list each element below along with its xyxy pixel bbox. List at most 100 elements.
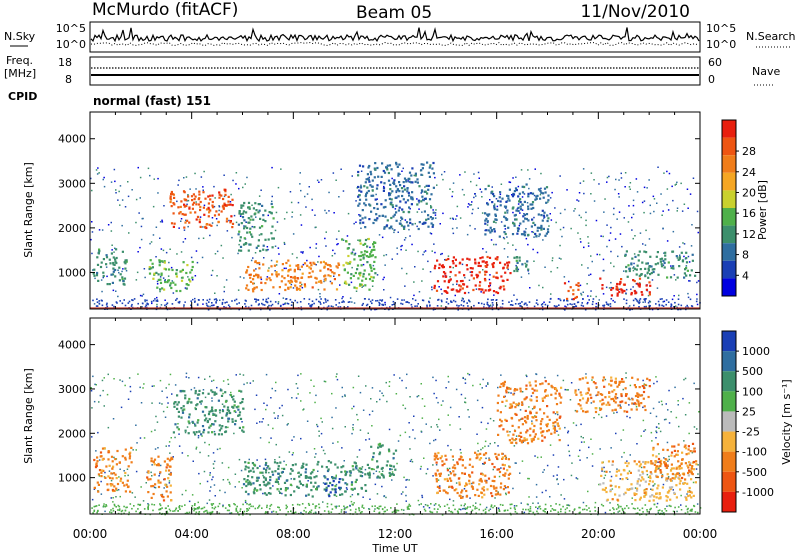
scatter-speck xyxy=(433,439,435,442)
scatter-speck xyxy=(459,428,462,430)
scatter-speck xyxy=(469,224,471,227)
scatter-speck xyxy=(315,394,317,397)
scatter-speck xyxy=(493,294,495,296)
scatter-speck xyxy=(426,468,429,470)
scatter-speck xyxy=(613,412,615,414)
scatter-speck xyxy=(300,373,302,375)
scatter-speck xyxy=(550,270,552,273)
scatter-speck xyxy=(627,221,630,223)
ground-speck xyxy=(501,299,504,302)
scatter-speck xyxy=(608,287,611,289)
x-tick-label: 00:00 xyxy=(683,527,718,541)
scatter-speck xyxy=(244,499,247,502)
ground-speck xyxy=(102,505,105,507)
echo-patch xyxy=(245,259,341,293)
scatter-speck xyxy=(114,180,116,183)
scatter-speck xyxy=(242,374,245,376)
ground-speck xyxy=(501,303,504,305)
scatter-speck xyxy=(561,235,563,238)
scatter-speck xyxy=(285,464,287,466)
ground-speck xyxy=(550,297,552,300)
ground-speck xyxy=(686,304,688,307)
scatter-speck xyxy=(204,378,206,380)
scatter-speck xyxy=(314,511,317,513)
scatter-speck xyxy=(331,392,333,395)
scatter-speck xyxy=(629,384,632,387)
scatter-speck xyxy=(186,426,189,428)
scatter-speck xyxy=(317,288,320,291)
scatter-speck xyxy=(219,489,221,492)
scatter-speck xyxy=(206,480,209,483)
scatter-speck xyxy=(391,479,393,481)
scatter-speck xyxy=(667,409,669,411)
ground-speck xyxy=(123,299,125,301)
scatter-speck xyxy=(670,265,672,267)
scatter-speck xyxy=(421,211,423,213)
scatter-speck xyxy=(674,184,676,186)
scatter-speck xyxy=(667,476,670,478)
ground-speck xyxy=(175,299,177,301)
scatter-speck xyxy=(404,219,407,221)
scatter-speck xyxy=(115,496,117,498)
ground-speck xyxy=(677,303,680,306)
ground-speck xyxy=(219,308,221,311)
ground-speck xyxy=(390,507,392,509)
scatter-speck xyxy=(531,420,533,422)
scatter-speck xyxy=(526,202,529,204)
ground-speck xyxy=(558,503,561,506)
ground-speck xyxy=(690,508,692,511)
scatter-speck xyxy=(121,270,123,273)
ground-speck xyxy=(581,302,583,304)
scatter-speck xyxy=(233,395,235,397)
scatter-speck xyxy=(123,470,125,472)
scatter-speck xyxy=(152,234,155,236)
ground-speck xyxy=(378,301,380,304)
scatter-speck xyxy=(336,243,338,246)
scatter-speck xyxy=(135,424,137,426)
scatter-speck xyxy=(267,248,269,251)
scatter-speck xyxy=(437,479,440,481)
ground-speck xyxy=(509,507,512,510)
scatter-speck xyxy=(537,502,539,504)
scatter-speck xyxy=(351,175,353,177)
scatter-speck xyxy=(168,441,171,443)
ground-speck xyxy=(498,510,501,512)
scatter-speck xyxy=(588,446,590,449)
scatter-speck xyxy=(376,198,378,200)
scatter-speck xyxy=(557,298,560,300)
scatter-speck xyxy=(529,506,532,508)
ground-speck xyxy=(166,302,169,304)
ground-speck xyxy=(638,299,641,302)
scatter-speck xyxy=(297,201,300,204)
ground-speck xyxy=(454,300,457,303)
scatter-speck xyxy=(421,174,424,176)
scatter-speck xyxy=(249,382,252,384)
ground-speck xyxy=(457,512,459,514)
scatter-speck xyxy=(364,468,367,471)
ground-speck xyxy=(544,508,546,510)
scatter-speck xyxy=(292,287,295,289)
scatter-speck xyxy=(477,171,480,174)
scatter-speck xyxy=(409,396,411,398)
ground-speck xyxy=(131,507,133,510)
scatter-speck xyxy=(238,481,240,483)
scatter-speck xyxy=(665,418,667,421)
scatter-speck xyxy=(591,379,593,381)
scatter-speck xyxy=(663,252,665,254)
scatter-speck xyxy=(255,268,257,270)
scatter-speck xyxy=(672,489,674,491)
scatter-speck xyxy=(667,209,670,211)
scatter-speck xyxy=(476,507,478,509)
scatter-speck xyxy=(341,386,343,389)
scatter-speck xyxy=(489,274,491,276)
ground-speck xyxy=(311,300,314,302)
ground-speck xyxy=(378,505,381,508)
ground-speck xyxy=(456,510,459,512)
ground-speck xyxy=(95,505,98,507)
ground-speck xyxy=(448,507,450,509)
scatter-speck xyxy=(368,438,371,440)
scatter-speck xyxy=(601,470,603,472)
scatter-speck xyxy=(204,396,207,399)
ground-speck xyxy=(670,303,673,306)
ground-speck xyxy=(257,304,260,306)
